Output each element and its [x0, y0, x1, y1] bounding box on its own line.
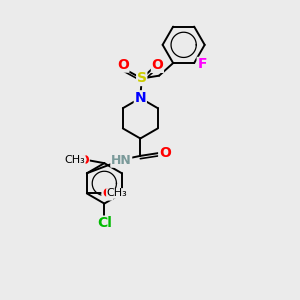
Text: F: F	[197, 58, 207, 71]
Text: O: O	[102, 187, 112, 200]
Text: S: S	[137, 71, 147, 85]
Text: O: O	[159, 146, 171, 160]
Text: O: O	[79, 154, 89, 167]
Text: CH₃: CH₃	[64, 155, 85, 165]
Text: O: O	[117, 58, 129, 72]
Text: N: N	[134, 91, 146, 105]
Text: O: O	[152, 58, 164, 72]
Text: CH₃: CH₃	[106, 188, 127, 199]
Text: N: N	[134, 91, 146, 105]
Text: Cl: Cl	[97, 216, 112, 230]
Text: HN: HN	[111, 154, 132, 167]
